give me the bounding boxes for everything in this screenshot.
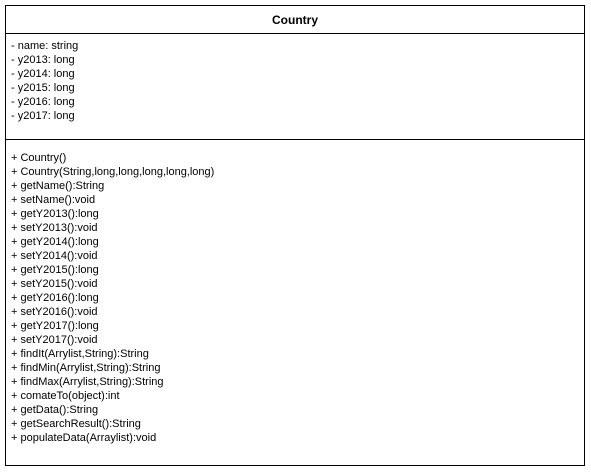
method-item: + setY2016():void — [11, 306, 98, 318]
method-item: + getY2014():long — [11, 236, 99, 248]
method-item: + populateData(Arraylist):void — [11, 432, 157, 444]
method-item: + getY2017():long — [11, 320, 99, 332]
uml-class-box: Country - name: string - y2013: long - y… — [5, 5, 585, 466]
method-item: + getSearchResult():String — [11, 418, 141, 430]
method-item: + setY2017():void — [11, 334, 98, 346]
attribute-item: - y2015: long — [11, 82, 75, 94]
method-item: + setY2014():void — [11, 250, 98, 262]
attribute-item: - y2016: long — [11, 96, 75, 108]
method-item: + Country() — [11, 152, 67, 164]
attribute-item: - y2014: long — [11, 68, 75, 80]
method-item: + getY2016():long — [11, 292, 99, 304]
attribute-item: - y2013: long — [11, 54, 75, 66]
methods-compartment: + Country() + Country(String,long,long,l… — [6, 140, 584, 445]
method-item: + comateTo(object):int — [11, 390, 120, 402]
attribute-item: - y2017: long — [11, 110, 75, 122]
method-item: + setY2013():void — [11, 222, 98, 234]
method-item: + getData():String — [11, 404, 99, 416]
method-item: + getY2015():long — [11, 264, 99, 276]
class-name: Country — [272, 12, 318, 27]
method-item: + setY2015():void — [11, 278, 98, 290]
attributes-compartment: - name: string - y2013: long - y2014: lo… — [6, 34, 584, 140]
method-item: + setName():void — [11, 194, 96, 206]
method-item: + Country(String,long,long,long,long,lon… — [11, 166, 215, 178]
method-item: + getY2013():long — [11, 208, 99, 220]
class-header: Country — [6, 6, 584, 34]
attribute-item: - name: string — [11, 40, 79, 52]
method-item: + findMin(Arrylist,String):String — [11, 362, 161, 374]
method-item: + getName():String — [11, 180, 105, 192]
method-item: + findMax(Arrylist,String):String — [11, 376, 164, 388]
method-item: + findIt(Arrylist,String):String — [11, 348, 149, 360]
